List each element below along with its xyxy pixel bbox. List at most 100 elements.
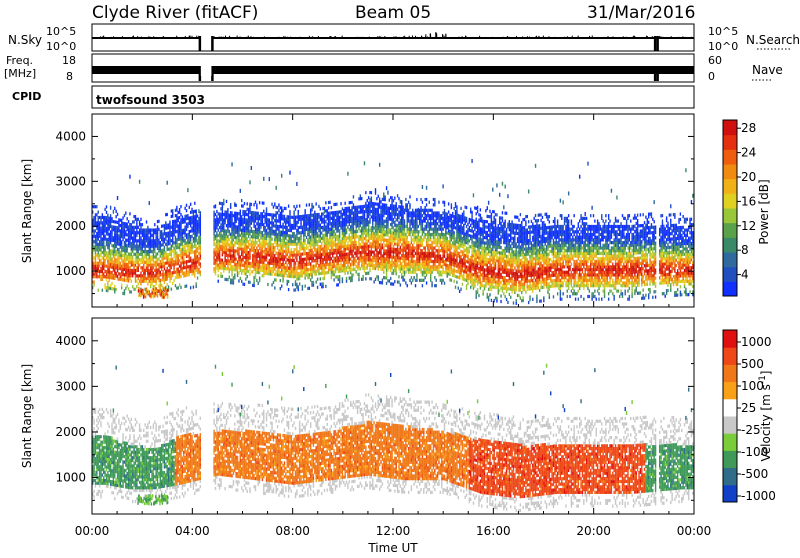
power-cell <box>166 213 167 216</box>
power-cell <box>270 221 271 224</box>
power-cell <box>274 224 275 227</box>
power-cell <box>292 216 293 219</box>
power-cell <box>122 278 123 281</box>
power-cell <box>200 262 201 265</box>
power-cell <box>371 226 372 229</box>
power-cell <box>351 260 352 263</box>
power-cell <box>121 240 122 243</box>
power-cell <box>114 220 115 223</box>
power-cell <box>231 254 232 257</box>
power-cell <box>289 210 290 213</box>
power-cell <box>327 209 328 212</box>
power-cell <box>329 201 330 204</box>
power-cell <box>303 258 304 261</box>
power-cell <box>233 214 234 217</box>
power-cell <box>128 252 129 255</box>
power-cell <box>267 232 268 235</box>
power-cell <box>226 278 227 281</box>
power-cell <box>318 205 319 208</box>
power-cell <box>256 279 257 282</box>
power-cell <box>172 220 173 223</box>
power-cell <box>200 270 201 273</box>
power-cell <box>218 263 219 266</box>
power-cell <box>299 231 300 234</box>
power-cell <box>252 254 253 257</box>
power-cell <box>299 272 300 275</box>
power-cell <box>304 258 305 261</box>
power-cell <box>179 265 180 268</box>
power-cell <box>241 280 242 283</box>
power-cell <box>322 207 323 210</box>
power-cell <box>178 216 179 219</box>
power-cell <box>314 211 315 214</box>
power-cell <box>253 203 254 206</box>
power-cell <box>402 276 403 279</box>
power-cell <box>386 239 387 242</box>
power-cell <box>240 239 241 242</box>
power-cell <box>277 206 278 209</box>
power-cell <box>391 247 392 250</box>
power-cell <box>253 211 254 214</box>
power-cell <box>404 279 405 282</box>
power-cell <box>242 248 243 251</box>
power-cell <box>219 212 220 215</box>
power-cell <box>325 215 326 218</box>
power-cell <box>285 218 286 221</box>
power-cell <box>349 266 350 269</box>
power-cell <box>135 215 136 218</box>
power-cell <box>189 206 190 209</box>
power-cell <box>369 242 370 245</box>
power-cell <box>104 216 105 219</box>
power-cell <box>180 218 181 221</box>
power-cell <box>382 203 383 206</box>
power-cell <box>154 255 155 258</box>
power-cell <box>324 215 325 218</box>
power-cell <box>347 236 348 239</box>
power-cell <box>171 288 172 291</box>
power-cell <box>158 263 159 266</box>
power-cell <box>298 272 299 275</box>
power-cell <box>131 290 132 293</box>
power-cell <box>356 260 357 263</box>
power-cell <box>242 210 243 213</box>
power-cell <box>325 220 326 223</box>
power-cell <box>270 227 271 230</box>
power-cell <box>271 283 272 286</box>
power-cell <box>409 211 410 214</box>
power-cell <box>121 265 122 268</box>
power-cell <box>360 229 361 232</box>
power-cell <box>280 230 281 233</box>
power-cell <box>111 287 112 290</box>
power-cell <box>295 208 296 211</box>
power-cell <box>138 231 139 234</box>
power-cell <box>281 231 282 234</box>
power-cell <box>336 203 337 206</box>
power-cell <box>390 196 391 199</box>
power-cell <box>365 277 366 280</box>
power-cell <box>329 212 330 215</box>
power-cell <box>198 268 199 271</box>
power-cell <box>394 256 395 259</box>
power-cell <box>307 246 308 249</box>
power-cell <box>179 254 180 257</box>
power-cell <box>275 252 276 255</box>
frequency-trace <box>92 64 694 81</box>
power-cell <box>274 219 275 222</box>
power-cell <box>139 263 140 266</box>
power-cell <box>390 228 391 231</box>
power-cell <box>390 223 391 226</box>
power-cell <box>354 252 355 255</box>
power-cell <box>379 257 380 260</box>
power-cell <box>255 249 256 252</box>
power-cell <box>358 197 359 200</box>
power-cell <box>226 211 227 214</box>
power-cell <box>104 208 105 211</box>
power-cell <box>389 207 390 210</box>
power-cell <box>404 254 405 257</box>
power-cell <box>256 247 257 250</box>
power-cell <box>280 212 281 215</box>
power-cell <box>106 205 107 208</box>
power-cell <box>346 266 347 269</box>
power-cell <box>193 286 194 289</box>
